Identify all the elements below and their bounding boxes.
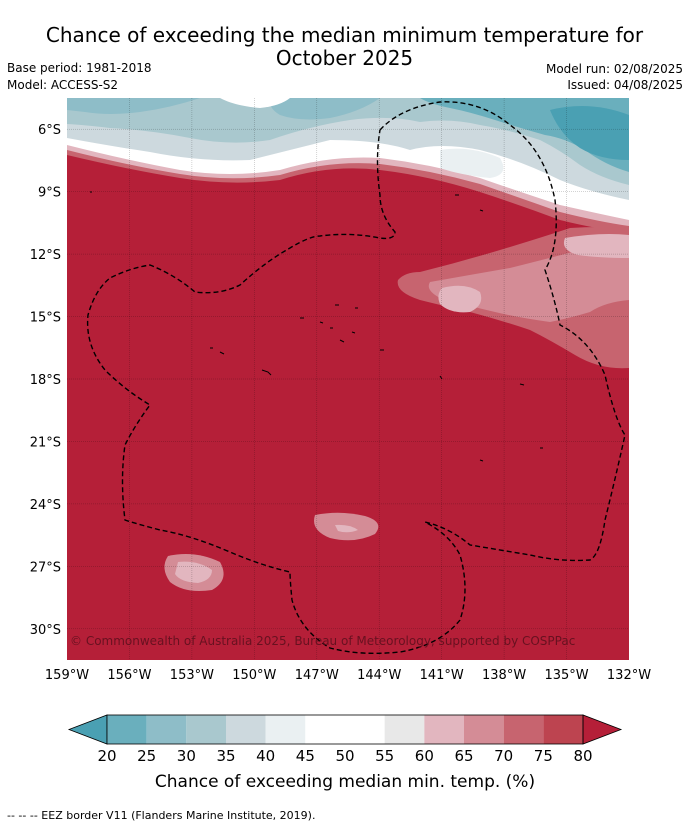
- colorbar-bin: [424, 715, 464, 744]
- colorbar-bin: [503, 715, 544, 744]
- lat-label: 15°S: [30, 311, 61, 326]
- band-45: [440, 148, 504, 178]
- copyright-text: © Commonwealth of Australia 2025, Bureau…: [70, 634, 575, 648]
- colorbar-low-extension: [67, 714, 108, 745]
- lon-label: 132°W: [607, 668, 651, 683]
- colorbar-tick-label: 65: [454, 747, 473, 765]
- colorbar-tick-label: 40: [256, 747, 275, 765]
- lon-label: 153°W: [170, 668, 214, 683]
- colorbar-title: Chance of exceeding median min. temp. (%…: [154, 772, 536, 792]
- region-65-east: [563, 234, 629, 258]
- eez-footnote: -- -- -- EEZ border V11 (Flanders Marine…: [7, 809, 316, 822]
- lat-label: 27°S: [30, 560, 61, 575]
- longitude-labels: 159°W 156°W 153°W 150°W 147°W 144°W 141°W 138°W…: [45, 668, 651, 683]
- band-30: [269, 98, 380, 120]
- eez-borders: [86, 101, 626, 655]
- region-65-center: [438, 285, 482, 313]
- colorbar-bin: [146, 715, 187, 744]
- colorbar-tick-label: 80: [573, 747, 592, 765]
- colorbar-bin: [464, 715, 504, 744]
- band-30-west: [67, 98, 200, 114]
- colorbar-tick-label: 60: [415, 747, 434, 765]
- band-20: [550, 106, 629, 160]
- lon-label: 147°W: [295, 668, 339, 683]
- colorbar-bin: [226, 715, 266, 744]
- map-title-line2: October 2025: [275, 46, 414, 70]
- colorbar-bin: [543, 715, 583, 744]
- lon-label: 156°W: [107, 668, 151, 683]
- lat-label: 9°S: [38, 186, 61, 201]
- lon-label: 159°W: [45, 668, 89, 683]
- colorbar-bin: [186, 715, 226, 744]
- lon-label: 135°W: [544, 668, 588, 683]
- colorbar-high-extension: [582, 714, 623, 745]
- base-period: Base period: 1981-2018: [7, 61, 152, 75]
- lat-label: 12°S: [30, 248, 61, 263]
- lon-label: 141°W: [420, 668, 464, 683]
- issued-date: Issued: 04/08/2025: [567, 78, 683, 92]
- lat-label: 30°S: [30, 623, 61, 638]
- colorbar-bin: [265, 715, 306, 744]
- lat-label: 21°S: [30, 435, 61, 450]
- colorbar-tick-label: 75: [534, 747, 553, 765]
- map-title-line1: Chance of exceeding the median minimum t…: [45, 23, 644, 47]
- lon-label: 144°W: [357, 668, 401, 683]
- colorbar-bin: [305, 715, 345, 744]
- colorbar-tick-label: 50: [335, 747, 354, 765]
- band-white-north: [220, 98, 290, 108]
- model-run: Model run: 02/08/2025: [545, 62, 683, 76]
- gridlines: [67, 98, 629, 660]
- colorbar-tick-label: 20: [97, 747, 116, 765]
- colorbar-tick-label: 55: [375, 747, 394, 765]
- model-name: Model: ACCESS-S2: [7, 78, 119, 92]
- colorbar-bin: [107, 715, 147, 744]
- colorbar-tick-label: 35: [216, 747, 235, 765]
- blob-south-center-inner: [335, 524, 358, 533]
- islands: [90, 191, 543, 462]
- lon-label: 150°W: [232, 668, 276, 683]
- colorbar-tick-label: 45: [296, 747, 315, 765]
- colorbar-tick-label: 30: [177, 747, 196, 765]
- colorbar-tick-label: 25: [137, 747, 156, 765]
- lon-label: 138°W: [482, 668, 526, 683]
- lat-label: 18°S: [30, 373, 61, 388]
- colorbar-border: [106, 714, 584, 745]
- lat-label: 24°S: [30, 498, 61, 513]
- colorbar: 20 25 30 35 40 45 50 55 60 65 70 75 80: [67, 714, 623, 765]
- latitude-labels: 6°S 9°S 12°S 15°S 18°S 21°S 24°S 27°S 30°S: [30, 123, 61, 638]
- colorbar-tick-label: 70: [494, 747, 513, 765]
- colorbar-bin: [345, 715, 385, 744]
- eez-french-polynesia: [86, 101, 626, 655]
- map-title: Chance of exceeding the median minimum t…: [0, 24, 690, 70]
- colorbar-bin: [384, 715, 425, 744]
- lat-label: 6°S: [38, 123, 61, 138]
- probability-map: © Commonwealth of Australia 2025, Bureau…: [30, 98, 651, 765]
- map-field: [67, 98, 629, 660]
- blob-southwest-inner: [175, 561, 212, 583]
- band-35: [67, 98, 629, 185]
